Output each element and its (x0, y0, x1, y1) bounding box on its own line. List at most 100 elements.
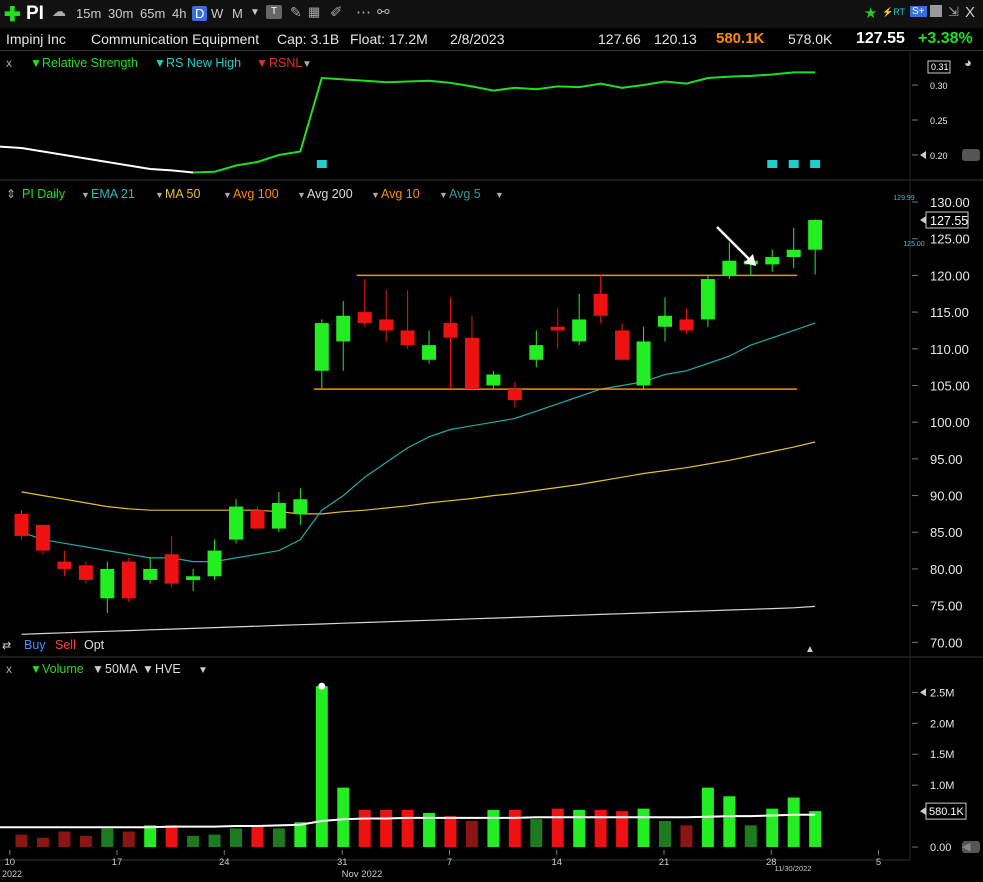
scroll-up-icon[interactable]: ▲ (805, 644, 815, 655)
price-plot (14, 219, 823, 635)
volume-label: 580.1K (716, 30, 765, 47)
price-panel-handle-icon[interactable]: ⇕ (6, 187, 16, 201)
volume-bar (680, 825, 693, 847)
price-label: 127.55 (856, 30, 905, 47)
price-axis-label: 70.00 (930, 635, 963, 650)
volume-axis-label: 1.5M (930, 749, 954, 761)
candle-body (164, 554, 179, 584)
timeframe-m[interactable]: M (232, 6, 243, 21)
candle-body (572, 319, 587, 342)
timeframe-w[interactable]: W (211, 6, 224, 21)
change-label: +3.38% (918, 30, 973, 47)
trade-icon[interactable]: ⇄ (2, 640, 11, 652)
timeframe-dropdown-icon[interactable]: ▼ (250, 7, 260, 18)
avg-volume-label: 578.0K (788, 31, 833, 47)
opt-button[interactable]: Opt (84, 638, 105, 652)
price-axis-label: 100.00 (930, 415, 970, 430)
rt-icon[interactable]: ⚡RT (882, 7, 906, 17)
x-axis-month-label: Nov 2022 (342, 869, 383, 880)
x-axis-day-label: 17 (112, 857, 123, 868)
s-icon[interactable]: S+ (910, 6, 927, 17)
rs-last-value: 0.31 (931, 62, 949, 72)
hve-legend[interactable]: HVE (155, 662, 181, 676)
candle-body (765, 257, 780, 265)
rsnl-dropdown-icon[interactable]: ▼ (302, 59, 312, 70)
volume-bar (809, 811, 822, 847)
share-icon[interactable]: ⋯ (356, 4, 371, 21)
network-icon[interactable]: ⚯ (377, 4, 390, 21)
rsnh-legend-dropdown-icon[interactable]: ▼ (154, 56, 166, 70)
symbol-label[interactable]: PI (26, 3, 44, 24)
star-icon[interactable]: ★ (864, 5, 878, 22)
buy-button[interactable]: Buy (24, 638, 46, 652)
volume-axis-label: 2.5M (930, 687, 954, 699)
pencil-icon[interactable]: ✐ (330, 4, 343, 21)
rs-legend-new-high[interactable]: RS New High (166, 56, 241, 70)
volume-legend[interactable]: Volume (42, 662, 84, 676)
x-axis-scroll-icon[interactable]: ◀ (962, 841, 971, 853)
chart-canvas[interactable]: x ▼ Relative Strength ▼ RS New High ▼ RS… (0, 50, 983, 882)
close-icon[interactable]: X (965, 4, 976, 21)
price-axis-label: 75.00 (930, 599, 963, 614)
text-tool-icon[interactable]: T (266, 5, 282, 19)
rs-scroll-button[interactable] (962, 149, 980, 161)
volume-ma-legend[interactable]: 50MA (105, 662, 138, 676)
candle-body (722, 260, 737, 276)
price-axis-label: 105.00 (930, 378, 970, 393)
candle-body (422, 345, 437, 360)
rs-new-high-marker (316, 160, 327, 168)
rs-legend-rsnl[interactable]: RSNL (269, 56, 302, 70)
candle-body (14, 513, 29, 536)
candle-body (229, 506, 243, 540)
volume-bar (508, 809, 521, 847)
price-axis-label: 80.00 (930, 562, 963, 577)
rsnl-legend-dropdown-icon[interactable]: ▼ (256, 56, 268, 70)
ma200-line (21, 605, 816, 635)
legend-avg-5: Avg 5 (449, 187, 481, 201)
timeframe-30m[interactable]: 30m (108, 6, 134, 21)
rs-close-x[interactable]: x (6, 56, 12, 70)
timeframe-65m[interactable]: 65m (140, 6, 166, 21)
volume-dropdown-icon[interactable]: ▼ (30, 662, 42, 676)
industry-label: Communication Equipment (91, 31, 260, 47)
candle-body (679, 319, 694, 331)
resize-icon[interactable]: ⇲ (948, 4, 959, 19)
hve-dropdown-icon[interactable]: ▼ (142, 662, 154, 676)
timeframe-15m[interactable]: 15m (76, 6, 102, 21)
volume-axis-label: 0.00 (930, 842, 951, 854)
candle-body (314, 323, 329, 371)
volume-ma-dropdown-icon[interactable]: ▼ (92, 662, 104, 676)
annotation-arrow-head (744, 254, 756, 266)
company-name: Impinj Inc (6, 31, 66, 47)
drawing-tool-icon[interactable]: ✎ (290, 4, 302, 20)
candle-body (143, 568, 158, 580)
plus-icon[interactable]: ✚ (4, 4, 21, 26)
settings-icon[interactable]: ▦ (308, 4, 321, 19)
rs-legend-relative-strength[interactable]: Relative Strength (42, 56, 138, 70)
legend-dropdown-icon: ▼ (297, 190, 306, 200)
rs-line-weak (0, 145, 194, 174)
palette-icon[interactable]: ◕ (964, 55, 972, 70)
rs-axis-label: 0.30 (930, 81, 948, 91)
volume-bar (79, 835, 92, 847)
price-legends[interactable]: PI Daily ▼ EMA 21 ▼ MA 50 ▼ Avg 100 ▼ Avg 200 ▼ Av… (22, 187, 504, 201)
candle-body (100, 568, 115, 599)
timeframe-d[interactable]: D (192, 6, 208, 21)
volume-scroll-button[interactable] (962, 841, 980, 853)
volume-axis-label: 1.0M (930, 780, 954, 792)
save-icon[interactable] (930, 5, 942, 17)
candle-body (443, 323, 458, 338)
volume-close-x[interactable]: x (6, 662, 12, 676)
rs-legend-dropdown-icon[interactable]: ▼ (30, 56, 42, 70)
candle-body (250, 510, 265, 529)
x-axis: 10 17 24 31 7 14 21 28 5 2022 Nov 2022 11/30/2022 (0, 850, 910, 880)
compare-icon[interactable]: ☁ (52, 3, 66, 19)
hve-more-icon[interactable]: ▼ (198, 665, 208, 676)
volume-bar (15, 834, 28, 847)
volume-axis-label: 2.0M (930, 718, 954, 730)
volume-bar (101, 828, 114, 847)
price-axis-label: 90.00 (930, 489, 963, 504)
candle-body (486, 374, 501, 386)
sell-button[interactable]: Sell (55, 638, 76, 652)
timeframe-4h[interactable]: 4h (172, 6, 187, 21)
